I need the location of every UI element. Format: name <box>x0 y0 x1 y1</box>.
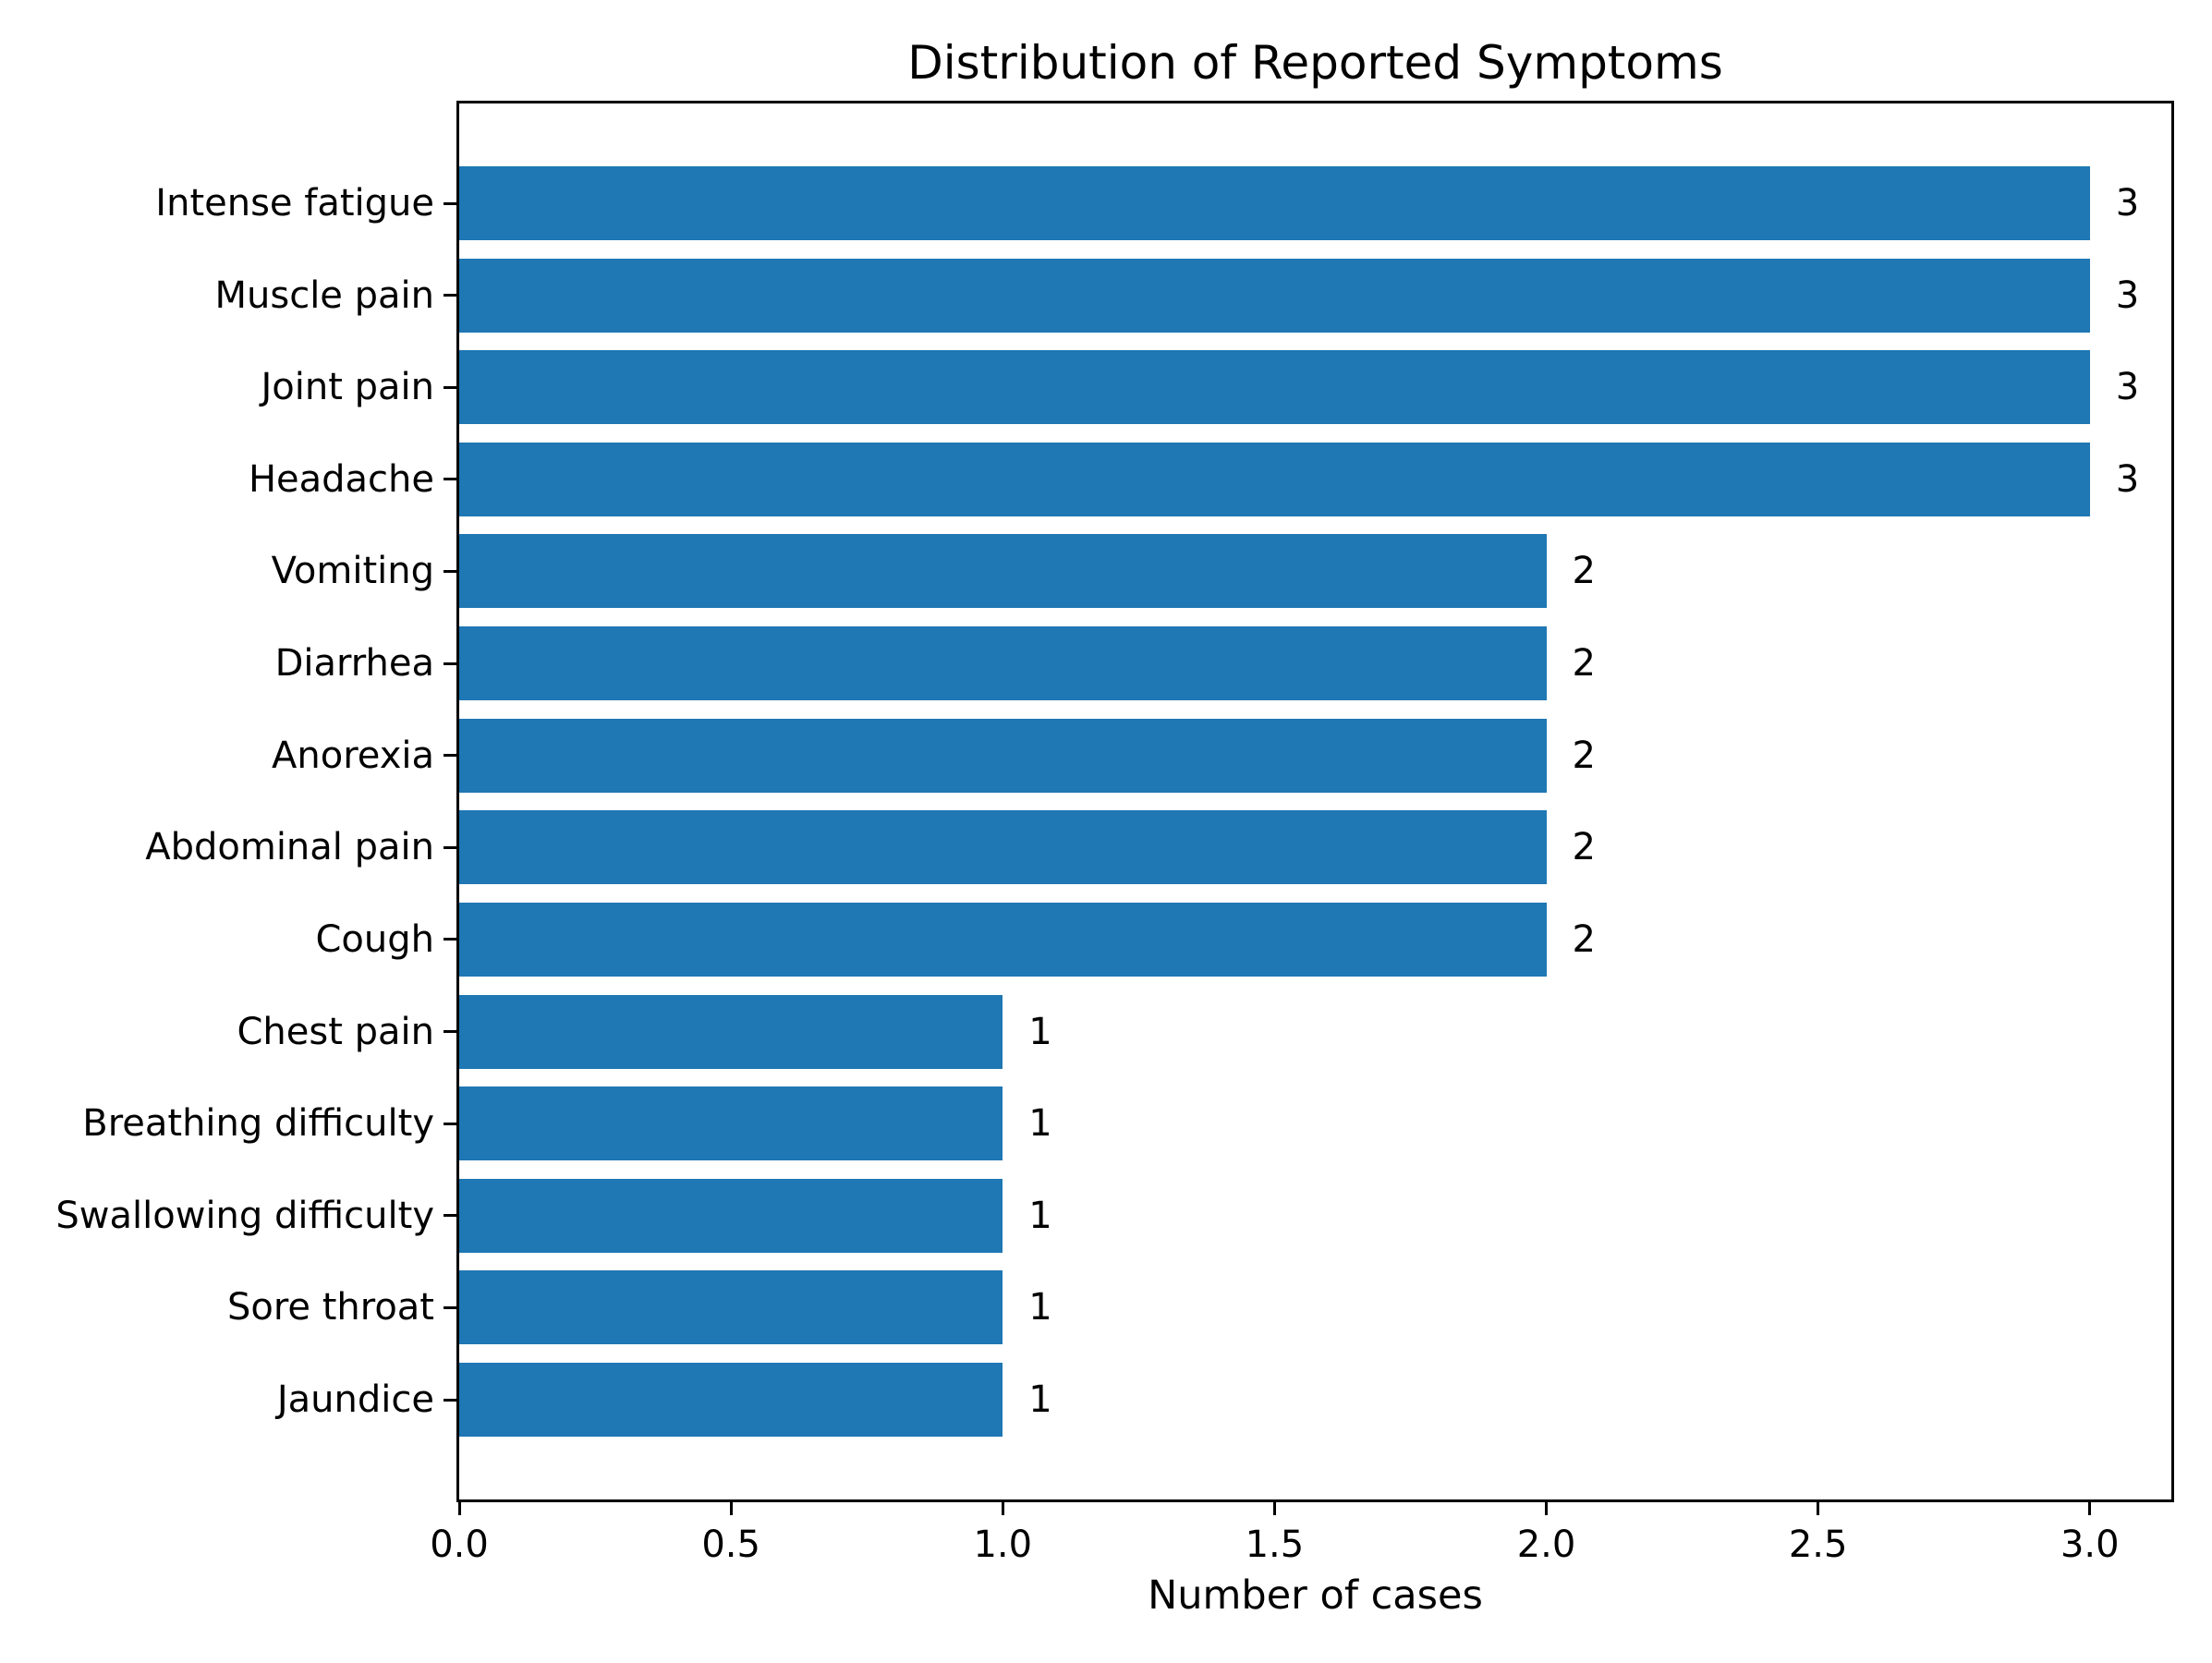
category-label-jaundice: Jaundice <box>276 1378 434 1421</box>
chart-title: Distribution of Reported Symptoms <box>907 36 1723 90</box>
x-tick-label: 3.0 <box>2060 1523 2120 1566</box>
bar-muscle-pain <box>459 258 2090 333</box>
category-label-muscle-pain: Muscle pain <box>214 273 435 317</box>
x-tick <box>1545 1502 1548 1515</box>
value-label: 2 <box>1572 734 1596 777</box>
bar-joint-pain <box>459 350 2090 425</box>
y-tick <box>444 385 456 389</box>
value-label: 1 <box>1028 1194 1052 1237</box>
category-label-anorexia: Anorexia <box>272 734 434 777</box>
y-tick <box>444 754 456 758</box>
value-label: 1 <box>1028 1102 1052 1146</box>
y-tick <box>444 845 456 849</box>
bar-diarrhea <box>459 626 1547 701</box>
category-label-sore-throat: Sore throat <box>226 1286 434 1329</box>
value-label: 3 <box>2115 457 2140 501</box>
bar-vomiting <box>459 534 1547 609</box>
category-label-chest-pain: Chest pain <box>237 1010 435 1053</box>
plot-area: Intense fatigue 3 Muscle pain 3 Joint pain 3 H… <box>55 101 2174 1563</box>
bar-jaundice <box>459 1363 1003 1437</box>
category-label-headache: Headache <box>248 457 434 501</box>
value-label: 2 <box>1572 550 1596 593</box>
value-label: 3 <box>2115 273 2140 317</box>
y-tick <box>444 1214 456 1218</box>
bar-headache <box>459 442 2090 516</box>
y-tick <box>444 1398 456 1402</box>
y-tick <box>444 201 456 205</box>
category-label-breathing-difficulty: Breathing difficulty <box>82 1102 434 1146</box>
y-tick <box>444 662 456 665</box>
x-tick <box>1272 1502 1276 1515</box>
y-tick <box>444 569 456 573</box>
value-label: 2 <box>1572 826 1596 869</box>
value-label: 2 <box>1572 642 1596 686</box>
y-tick <box>444 478 456 481</box>
bar-chest-pain <box>459 994 1003 1069</box>
x-tick <box>729 1502 733 1515</box>
x-tick <box>457 1502 461 1515</box>
y-tick <box>444 1122 456 1125</box>
x-tick-label: 1.0 <box>973 1523 1033 1566</box>
category-label-intense-fatigue: Intense fatigue <box>155 182 434 225</box>
y-tick <box>444 1030 456 1034</box>
category-label-swallowing-difficulty: Swallowing difficulty <box>55 1194 434 1237</box>
category-label-diarrhea: Diarrhea <box>274 642 434 686</box>
bar-anorexia <box>459 718 1547 793</box>
y-tick <box>444 938 456 941</box>
bar-cough <box>459 902 1547 977</box>
y-tick <box>444 294 456 297</box>
bar-intense-fatigue <box>459 166 2090 240</box>
value-label: 3 <box>2115 182 2140 225</box>
bar-abdominal-pain <box>459 810 1547 885</box>
value-label: 1 <box>1028 1378 1052 1421</box>
x-tick <box>1817 1502 1820 1515</box>
x-tick <box>2088 1502 2092 1515</box>
category-label-joint-pain: Joint pain <box>261 366 435 409</box>
x-axis-label: Number of cases <box>1148 1572 1483 1619</box>
category-label-abdominal-pain: Abdominal pain <box>145 826 434 869</box>
y-tick <box>444 1305 456 1309</box>
category-label-vomiting: Vomiting <box>271 550 434 593</box>
x-tick-label: 1.5 <box>1245 1523 1305 1566</box>
value-label: 3 <box>2115 366 2140 409</box>
bar-sore-throat <box>459 1270 1003 1345</box>
x-tick <box>1001 1502 1004 1515</box>
x-tick-label: 2.0 <box>1516 1523 1576 1566</box>
value-label: 1 <box>1028 1010 1052 1053</box>
x-tick-label: 0.5 <box>701 1523 760 1566</box>
bar-swallowing-difficulty <box>459 1178 1003 1253</box>
x-tick-label: 2.5 <box>1788 1523 1848 1566</box>
bar-breathing-difficulty <box>459 1086 1003 1161</box>
x-tick-label: 0.0 <box>430 1523 489 1566</box>
value-label: 1 <box>1028 1286 1052 1329</box>
category-label-cough: Cough <box>315 917 435 961</box>
value-label: 2 <box>1572 917 1596 961</box>
